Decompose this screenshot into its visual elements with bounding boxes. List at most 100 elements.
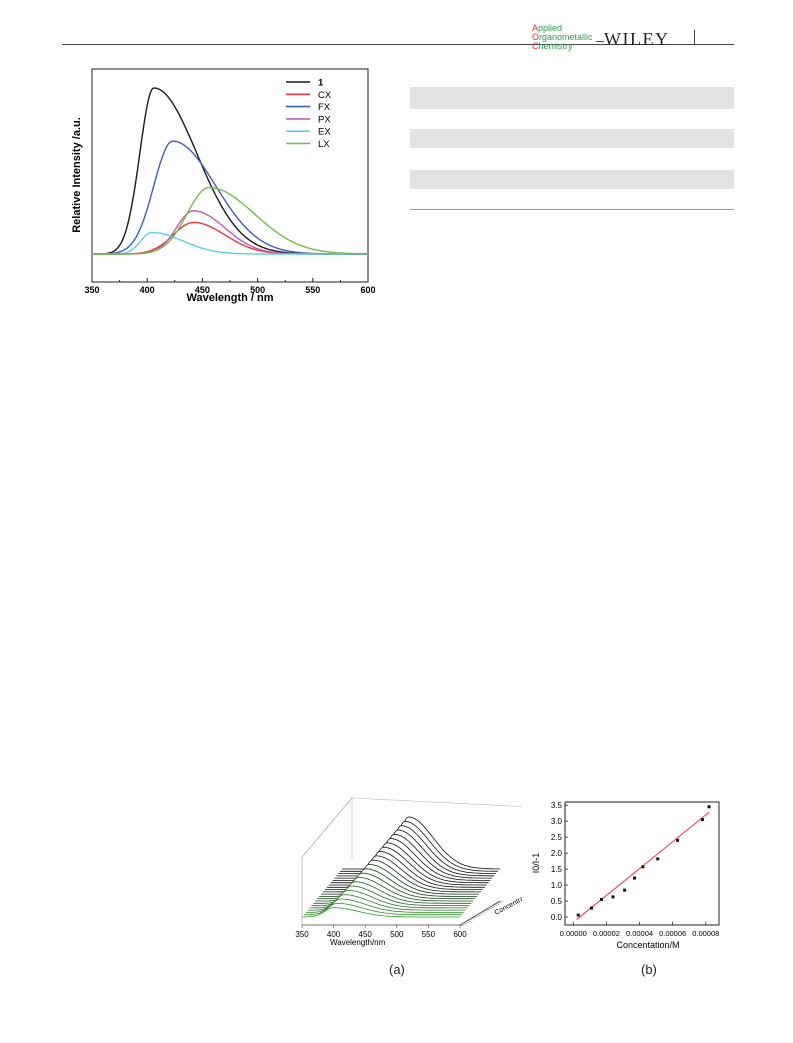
waterfall-top-edge [351, 797, 522, 807]
data-point [633, 876, 637, 880]
journal-logo: Applied Organometallic Chemistry [532, 24, 593, 51]
table-row-shaded [410, 170, 734, 189]
y-tick-label: 0.5 [551, 897, 563, 906]
depth-tick [461, 923, 465, 926]
depth-tick [478, 913, 483, 915]
y-tick-label: 2.0 [551, 849, 563, 858]
x-tick-label: 500 [390, 930, 404, 939]
x-tick-label: 600 [453, 930, 467, 939]
x-tick-label: 600 [360, 285, 375, 295]
data-point [656, 857, 660, 861]
header-rule [62, 44, 734, 45]
table-bottom-rule [410, 209, 734, 210]
depth-tick [459, 924, 464, 927]
depth-tick [496, 903, 500, 905]
waterfall-depth-axis [459, 900, 501, 926]
plot-frame [564, 801, 720, 926]
figure-caption-a: (a) [389, 962, 405, 977]
y-tick-label: 0.0 [551, 913, 563, 922]
data-point [576, 913, 580, 917]
data-point [700, 818, 704, 822]
journal-logo-line3: Chemistry [532, 41, 573, 51]
series-line-EX [92, 231, 368, 255]
data-point [611, 895, 615, 899]
publisher-logo: WILEY [604, 29, 670, 49]
stern-volmer-chart: 0.0 0.5 1.0 1.5 2.0 2.5 3.0 3.5 0.00000 0.00002 0… [531, 801, 720, 950]
x-tick-label: 0.00004 [626, 929, 653, 938]
depth-tick [482, 911, 486, 913]
y-tick-label: 1.5 [551, 865, 563, 874]
publisher-dash [596, 41, 604, 42]
journal-logo-line2: Organometallic [532, 32, 593, 42]
journal-line1-rest: pplied [538, 23, 563, 33]
legend-label: 1 [318, 78, 324, 89]
waterfall-trace [302, 907, 460, 918]
x-tick-label: 350 [84, 285, 99, 295]
x-tick-label: 400 [327, 930, 341, 939]
x-tick-label: 450 [359, 930, 373, 939]
depth-tick [463, 922, 467, 924]
series-line-LX [92, 186, 369, 255]
x-tick-label: 0.00006 [659, 929, 686, 938]
depth-axis-label: Concentration/M [494, 886, 522, 916]
y-tick-label: 2.5 [551, 833, 563, 842]
data-point [599, 897, 603, 901]
data-table [410, 87, 734, 211]
depth-tick [490, 906, 494, 908]
series-line-PX [92, 210, 368, 255]
plot-frame [91, 68, 369, 283]
x-axis-label: Wavelength / nm [187, 292, 274, 304]
depth-tick [473, 916, 477, 919]
depth-tick [484, 909, 488, 912]
x-tick-label: 0.00000 [560, 929, 587, 938]
depth-tick [488, 907, 492, 910]
y-tick-label: 1.0 [551, 881, 563, 890]
x-tick-label: 450 [195, 285, 210, 295]
journal-line2-rest: rganometallic [539, 32, 593, 42]
y-tick-label: 3.0 [551, 817, 563, 826]
journal-line3-rest: hemistry [538, 41, 573, 51]
header-tick [694, 30, 695, 45]
y-axis-label: Relative Intensity /a.u. [71, 117, 83, 233]
depth-tick [467, 920, 471, 922]
journal-logo-line1: Applied [532, 23, 563, 33]
depth-tick [471, 917, 475, 920]
data-point [589, 906, 593, 910]
table-header-row [410, 87, 734, 109]
depth-tick [465, 921, 469, 923]
x-tick-label: 0.00002 [593, 929, 620, 938]
depth-tick [499, 900, 504, 903]
x-tick-label: 550 [305, 285, 320, 295]
depth-tick [494, 904, 498, 906]
x-tick-label: 500 [250, 285, 265, 295]
x-axis-label: Wavelength/nm [330, 938, 386, 947]
y-tick-label: 3.5 [551, 801, 563, 810]
figure-caption-b: (b) [641, 962, 657, 977]
depth-tick [477, 914, 481, 916]
legend-label: PX [318, 114, 331, 125]
depth-tick [475, 915, 479, 918]
depth-tick [492, 905, 496, 907]
x-axis-label: Concentation/M [616, 940, 679, 950]
depth-tick [469, 919, 473, 921]
data-point [623, 888, 627, 892]
x-tick-label: 0.00008 [692, 929, 719, 938]
depth-tick [486, 908, 490, 911]
depth-tick [498, 901, 502, 904]
y-axis-label: I0/I-1 [531, 853, 541, 874]
legend-label: CX [318, 90, 332, 101]
legend-label: EX [318, 127, 331, 138]
x-tick-label: 550 [422, 930, 436, 939]
data-point [641, 865, 645, 869]
x-tick-label: 400 [140, 285, 155, 295]
x-tick-label: 350 [295, 930, 309, 939]
table-row-shaded [410, 129, 734, 148]
legend-label: FX [318, 102, 331, 113]
depth-tick [480, 912, 485, 914]
legend-label: LX [318, 139, 330, 150]
data-point [676, 838, 680, 842]
waterfall-chart: 350 400 450 500 550 600 Wavelength/nm Concent… [295, 796, 522, 947]
waterfall-wall-edge [301, 796, 353, 925]
data-point [707, 805, 711, 809]
